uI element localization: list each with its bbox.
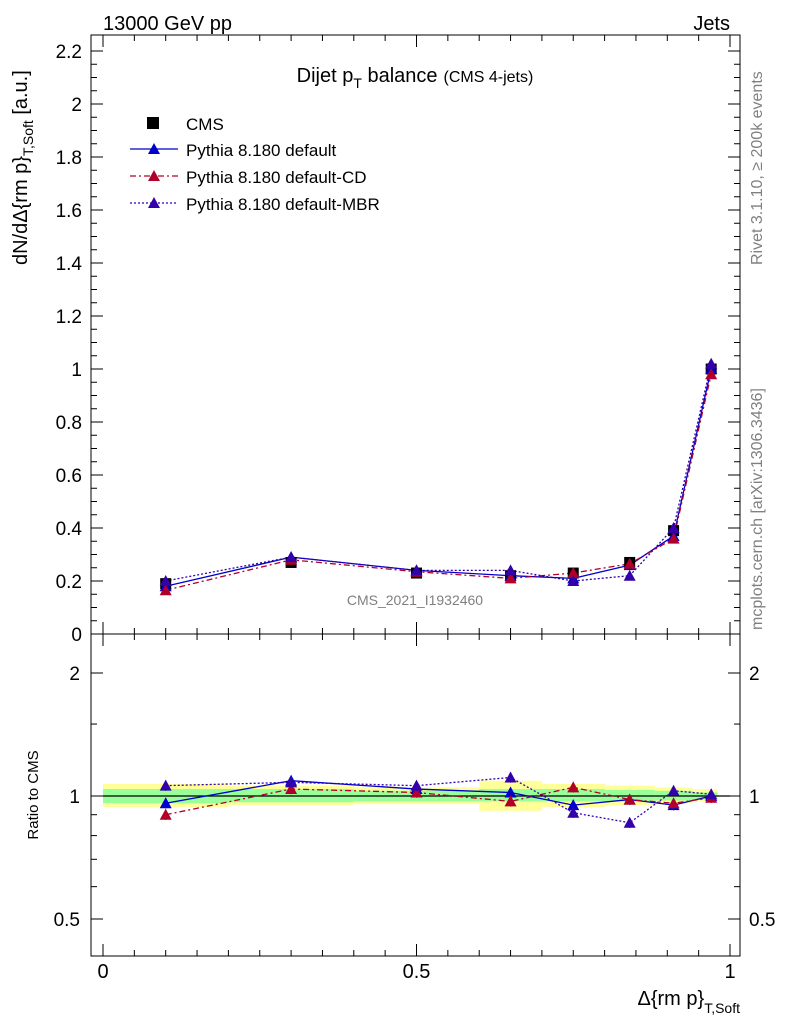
main-ytick-label: 1 [71,360,82,381]
ratio-point-3 [567,806,580,818]
ratio-point-3 [410,779,423,791]
main-ytick-label: 2 [71,95,82,116]
main-ytick-label: 1.8 [56,148,82,169]
main-series-line-3 [165,363,712,582]
main-series-line-2 [165,374,712,591]
legend-label-cms: CMS [186,115,224,134]
main-ytick-label: 1.4 [56,254,83,275]
ratio-ytick-label: 1 [69,787,80,808]
ratio-point-2 [623,793,636,805]
ratio-xtick-label: 1 [724,961,735,983]
main-ytick-label: 1.6 [56,201,82,222]
main-ytick-label: 0.6 [56,466,82,487]
legend: CMS Pythia 8.180 default Pythia 8.180 de… [130,115,380,214]
ratio-point-3 [667,784,680,796]
ratio-point-3 [705,788,718,800]
ratio-series-line-3 [165,776,712,824]
legend-marker-default [148,143,160,154]
main-point-2 [623,557,636,569]
ratio-point-2 [285,783,298,795]
legend-marker-cms [147,117,159,129]
header-right: Jets [693,13,730,35]
legend-marker-cd [148,170,160,181]
legend-label-default: Pythia 8.180 default [186,141,337,160]
ratio-xtick-label: 0.5 [403,961,431,983]
ratio-ytick-label: 0.5 [54,910,80,931]
main-point-3 [285,551,298,563]
main-point-3 [623,569,636,581]
main-point-2 [504,572,517,584]
main-ytick-label: 0.8 [56,413,82,434]
main-point-3 [705,357,718,369]
mcplots-label: mcplots.cern.ch [arXiv:1306.3436] [749,388,766,630]
ratio-point-2 [504,795,517,807]
main-ytick-label: 0.4 [56,519,83,540]
main-ytick-label: 0 [71,625,82,646]
ratio-xtick-label: 0 [97,961,108,983]
ratio-point-2 [667,797,680,809]
ratio-band-inner [541,789,605,802]
main-point-3 [159,575,172,586]
main-point-3 [410,564,423,576]
main-point-2 [667,532,680,544]
main-ytick-label: 0.2 [56,572,82,593]
watermark: CMS_2021_I1932460 [347,592,483,608]
ratio-frame [90,633,741,957]
rivet-label: Rivet 3.1.10, ≥ 200k events [749,71,766,265]
ratio-point-1 [567,799,580,811]
main-ytick-label: 2.2 [56,42,82,63]
main-panel: CMS_2021_I1932460 Dijet pT balance (CMS 4… [10,34,741,646]
legend-label-mbr: Pythia 8.180 default-MBR [186,195,380,214]
ratio-point-3 [159,779,172,791]
header-left: 13000 GeV pp [103,13,232,35]
ratio-ytick-label: 2 [69,664,80,685]
main-y-label: dN/dΔ{rm p}T,Soft [a.u.] [10,70,36,265]
ratio-x-label: Δ{rm p}T,Soft [637,988,740,1016]
ratio-panel: 0.5 0.5 1 1 2 2 0 0.5 1 Ratio to CMS Δ{rm p}T,S… [25,633,775,1016]
chart-title: Dijet pT balance (CMS 4-jets) [297,65,534,91]
ratio-point-3 [623,816,636,828]
ratio-point-2 [567,781,580,793]
ratio-point-1 [159,797,172,809]
main-series-line-1 [165,368,712,587]
ratio-y-label: Ratio to CMS [25,750,42,839]
legend-marker-mbr [148,197,160,208]
ratio-point-2 [159,808,172,820]
main-point-2 [159,584,172,596]
ratio-ytick-label-right: 1 [749,787,760,808]
ratio-point-3 [285,776,298,788]
main-point-2 [705,368,718,380]
ratio-ytick-label-right: 0.5 [749,910,775,931]
ratio-point-2 [410,786,423,798]
ratio-point-3 [504,771,517,783]
main-point-3 [567,575,580,586]
ratio-series-line-1 [165,780,712,806]
main-point-3 [504,564,517,576]
ratio-ytick-label-right: 2 [749,664,760,685]
legend-label-cd: Pythia 8.180 default-CD [186,168,367,187]
main-point-3 [667,522,680,533]
main-point-2 [567,567,580,579]
main-ytick-label: 1.2 [56,307,82,328]
ratio-point-1 [504,786,517,798]
